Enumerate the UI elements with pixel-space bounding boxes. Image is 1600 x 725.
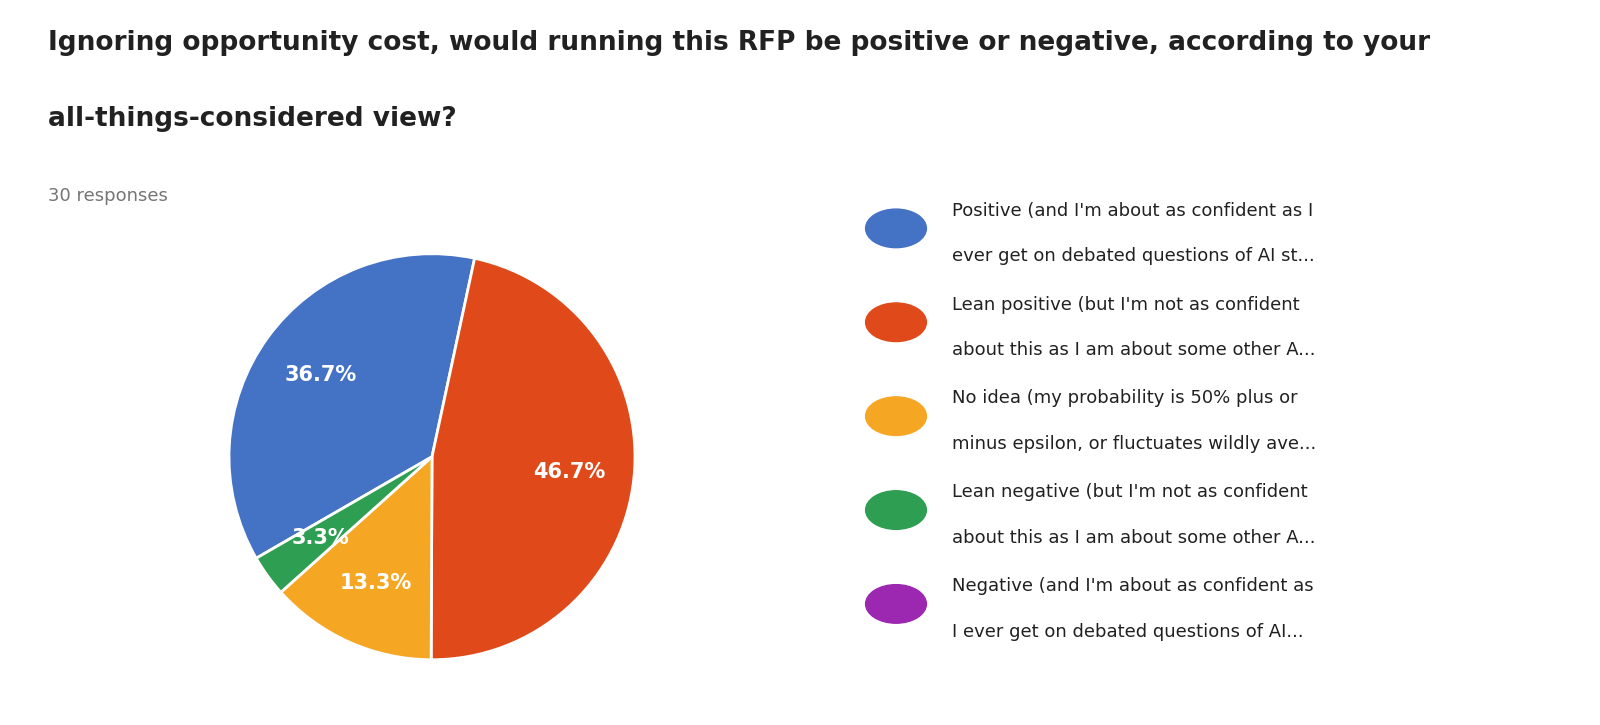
Text: 36.7%: 36.7% <box>285 365 357 386</box>
Text: 30 responses: 30 responses <box>48 187 168 204</box>
Text: Lean negative (but I'm not as confident: Lean negative (but I'm not as confident <box>952 484 1307 501</box>
Circle shape <box>866 491 926 529</box>
Text: Ignoring opportunity cost, would running this RFP be positive or negative, accor: Ignoring opportunity cost, would running… <box>48 30 1430 57</box>
Wedge shape <box>229 254 475 558</box>
Wedge shape <box>282 457 432 660</box>
Text: minus epsilon, or fluctuates wildly ave...: minus epsilon, or fluctuates wildly ave.… <box>952 435 1317 453</box>
Circle shape <box>866 584 926 624</box>
Circle shape <box>866 209 926 248</box>
Wedge shape <box>256 457 432 592</box>
Circle shape <box>866 397 926 436</box>
Text: 46.7%: 46.7% <box>533 462 605 481</box>
Circle shape <box>866 303 926 341</box>
Text: Negative (and I'm about as confident as: Negative (and I'm about as confident as <box>952 577 1314 595</box>
Text: about this as I am about some other A...: about this as I am about some other A... <box>952 341 1315 359</box>
Text: 3.3%: 3.3% <box>291 528 349 548</box>
Text: about this as I am about some other A...: about this as I am about some other A... <box>952 529 1315 547</box>
Text: Lean positive (but I'm not as confident: Lean positive (but I'm not as confident <box>952 296 1299 313</box>
Text: No idea (my probability is 50% plus or: No idea (my probability is 50% plus or <box>952 389 1298 407</box>
Text: 13.3%: 13.3% <box>339 573 411 592</box>
Text: I ever get on debated questions of AI...: I ever get on debated questions of AI... <box>952 623 1304 641</box>
Text: Positive (and I'm about as confident as I: Positive (and I'm about as confident as … <box>952 202 1314 220</box>
Text: ever get on debated questions of AI st...: ever get on debated questions of AI st..… <box>952 247 1315 265</box>
Wedge shape <box>430 258 635 660</box>
Text: all-things-considered view?: all-things-considered view? <box>48 106 456 131</box>
